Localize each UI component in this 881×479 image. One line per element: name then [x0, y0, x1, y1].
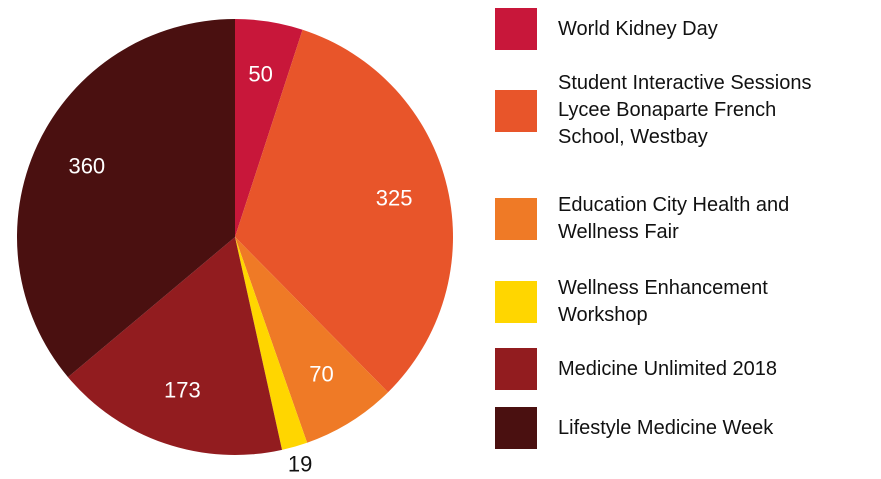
- legend-label: Wellness Enhancement Workshop: [558, 277, 768, 326]
- data-label: 325: [376, 185, 413, 210]
- legend-item: Lifestyle Medicine Week: [495, 407, 848, 449]
- legend-swatch: [495, 407, 537, 449]
- data-label: 360: [68, 154, 105, 179]
- legend-swatch: [495, 281, 537, 323]
- legend-label: Lifestyle Medicine Week: [558, 416, 774, 439]
- data-label: 173: [164, 378, 201, 403]
- data-label: 70: [309, 362, 333, 387]
- pie-slice: [235, 237, 389, 443]
- legend-item: Medicine Unlimited 2018: [495, 348, 848, 390]
- pie-area: 50 325 70 19 173 360: [17, 19, 453, 477]
- legend-item: Student Interactive Sessions Lycee Bonap…: [495, 70, 848, 151]
- pie-slice: [235, 29, 453, 393]
- pie-slice: [235, 237, 308, 450]
- pie-slice: [235, 19, 303, 237]
- data-label: 50: [248, 61, 272, 86]
- legend-swatch: [495, 198, 537, 240]
- legend-item: Education City Health and Wellness Fair: [495, 192, 848, 246]
- pie-slice: [17, 19, 235, 378]
- legend-label: Medicine Unlimited 2018: [558, 357, 778, 380]
- legend-label: Education City Health and Wellness Fair: [558, 194, 790, 243]
- data-label: 19: [288, 452, 312, 477]
- legend-item: Wellness Enhancement Workshop: [495, 275, 848, 329]
- pie-slice: [67, 237, 283, 455]
- legend-label: World Kidney Day: [558, 17, 718, 40]
- legend-swatch: [495, 8, 537, 50]
- legend-label: Student Interactive Sessions Lycee Bonap…: [558, 72, 812, 148]
- legend-swatch: [495, 348, 537, 390]
- legend-swatch: [495, 89, 537, 132]
- legend-item: World Kidney Day: [495, 8, 848, 50]
